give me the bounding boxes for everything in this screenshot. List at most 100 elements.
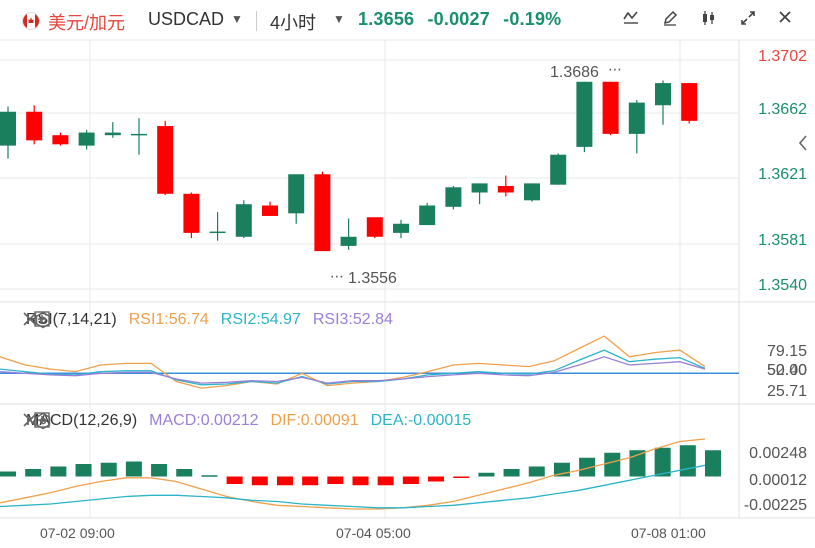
candle-up [393,223,409,233]
indicator-button[interactable] [623,10,645,32]
candle-style-icon [703,11,714,25]
rsi-tick-label: 79.15 [766,343,807,360]
dea-value: DEA:-0.00015 [370,412,472,429]
chart-header: 美元/加元 USDCAD ▼ 4小时 ▼ 1.3656 -0.0027 -0.1… [0,0,815,40]
macd-tick-label: 0.00012 [749,472,807,489]
macd-bar-negative [302,476,319,486]
macd-bar-positive [125,461,142,477]
candle-up [576,81,593,147]
expand-indicator-icon[interactable] [34,412,50,428]
candle-up [550,154,567,185]
high-annotation: 1.3686 [550,64,599,81]
candle-down [26,111,43,141]
candle-up [78,132,95,146]
candle-up [524,183,540,201]
macd-bar-negative [251,476,268,486]
expand-button[interactable] [740,10,762,32]
candle-down [52,135,69,145]
rsi-tick-label: 52.40 [766,362,807,379]
pair-code[interactable]: USDCAD [148,9,225,29]
rsi-header: RSI(7,14,21) RSI1:56.74 RSI2:54.97 RSI3:… [22,311,393,329]
macd-bar-positive [503,469,520,477]
draw-button[interactable] [662,10,684,32]
price-tick-label: 1.3662 [758,101,807,118]
candle-up [471,183,488,193]
price-tick-label: 1.3702 [758,48,807,65]
candle-up [445,187,462,207]
macd-bar-positive [176,469,193,477]
close-icon [779,11,791,23]
macd-bar-positive [201,475,218,477]
candle-up [235,204,252,237]
header-divider [256,11,257,31]
macd-tick-label: -0.00225 [743,497,807,514]
macd-bar-negative [276,476,293,486]
low-annotation: 1.3556 [348,270,397,287]
low-annotation-dots: ⋯ [330,268,344,284]
rsi1-value: RSI1:56.74 [128,311,209,328]
macd-bar-negative [428,476,445,482]
macd-bar-positive [604,452,621,477]
candle-up [104,132,121,136]
candle-up [628,102,645,134]
candle-down [602,81,619,134]
macd-value: MACD:0.00212 [149,412,259,429]
close-button[interactable] [778,10,800,32]
macd-series-line-2 [0,464,706,509]
canada-flag-icon [22,12,40,30]
candle-up [655,83,671,106]
price-tick-label: 1.3540 [758,277,807,294]
price-change: -0.0027 [427,9,490,29]
price-summary: 1.3656 -0.0027 -0.19% [358,9,561,30]
macd-bar-positive [679,445,696,477]
candle-up [419,205,436,226]
macd-tick-label: 0.00248 [749,445,807,462]
timeframe-dropdown-icon[interactable]: ▼ [333,12,345,26]
price-change-pct: -0.19% [503,9,562,29]
macd-header: MACD(12,26,9) MACD:0.00212 DIF:0.00091 D… [22,412,471,430]
price-tick-label: 1.3581 [758,232,807,249]
macd-bar-positive [528,466,545,477]
macd-bar-positive [151,464,168,477]
rsi-series-line-2 [0,349,706,386]
dif-value: DIF:0.00091 [270,412,359,429]
price-tick-label: 1.3621 [758,166,807,183]
macd-bar-positive [100,462,117,477]
candle-up [131,133,147,136]
macd-bar-negative [352,476,369,486]
time-tick-label: 07-02 09:00 [40,525,115,541]
macd-bar-negative [453,476,470,478]
pair-name[interactable]: 美元/加元 [48,13,126,33]
macd-bar-negative [226,476,243,484]
time-tick-label: 07-08 01:00 [631,525,706,541]
last-price: 1.3656 [358,9,415,29]
candle-up [0,111,16,146]
timeframe-selector[interactable]: 4小时 [270,13,317,33]
macd-bar-negative [327,476,344,484]
rsi-tick-label: 25.71 [766,383,807,400]
draw-icon [663,10,678,26]
candle-up [288,174,305,214]
rsi-tick-label: 50.00 [766,362,807,379]
macd-bar-negative [402,476,419,484]
high-annotation-dots: ⋯ [608,61,622,77]
macd-series-line-1 [0,438,706,510]
macd-bar-positive [478,472,495,477]
macd-bar-positive [579,457,596,477]
macd-bar-positive [654,447,671,477]
expand-indicator-icon[interactable] [34,311,50,327]
candle-style-button[interactable] [700,10,722,32]
candle-down [314,174,331,252]
rsi-series-line-3 [0,356,706,384]
time-tick-label: 07-04 05:00 [336,525,411,541]
candle-down [157,126,174,194]
macd-bar-positive [705,450,721,477]
macd-bar-positive [25,469,42,477]
expand-icon [741,11,755,25]
candle-up [340,236,357,246]
macd-bar-positive [0,471,16,477]
candle-down [497,185,514,193]
collapse-arrow-icon[interactable] [793,130,815,156]
pair-dropdown-icon[interactable]: ▼ [231,12,243,26]
